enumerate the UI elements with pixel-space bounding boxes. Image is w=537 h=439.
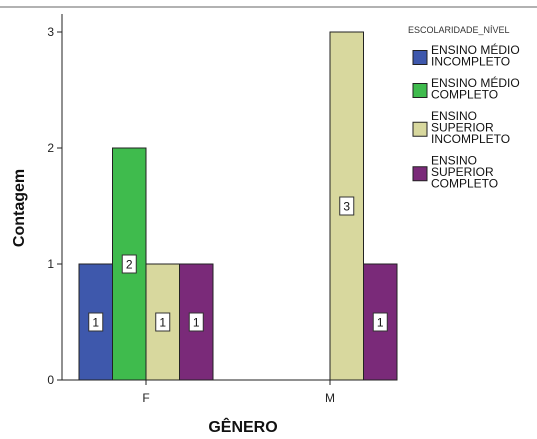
data-label-text: 3: [343, 200, 350, 214]
legend-swatch: [412, 166, 428, 182]
y-tick-label: 3: [47, 25, 54, 39]
data-label: 1: [88, 312, 104, 332]
data-label-box: [121, 254, 137, 274]
data-label: 1: [188, 312, 204, 332]
legend-item: ENSINO SUPERIOR COMPLETO: [412, 154, 498, 191]
legend-swatch: [412, 83, 428, 98]
y-tick-label: 2: [47, 141, 54, 155]
legend-swatch: [412, 121, 428, 137]
data-label: 1: [155, 312, 171, 332]
data-label-text: 1: [193, 316, 200, 330]
y-ticks: 0 1 2 3: [47, 25, 62, 387]
legend-item: ENSINO MÉDIO COMPLETO: [412, 75, 520, 102]
y-tick-label: 0: [47, 373, 54, 387]
data-label: 1: [372, 312, 388, 332]
legend-title: ESCOLARIDADE_NÍVEL: [408, 25, 510, 35]
legend-label: ENSINO SUPERIOR COMPLETO: [431, 154, 498, 191]
x-axis-title: GÊNERO: [208, 417, 277, 436]
data-label-box: [339, 196, 355, 216]
y-axis-title: Contagem: [11, 169, 28, 247]
data-label: 3: [339, 196, 355, 216]
bars: [78, 31, 398, 381]
data-labels: 1 2 1 1 3 1: [88, 196, 388, 332]
legend-item: ENSINO MÉDIO INCOMPLETO: [412, 42, 520, 69]
legend-label: ENSINO SUPERIOR INCOMPLETO: [431, 109, 510, 146]
x-tick-label: M: [325, 391, 335, 405]
data-label-box: [155, 312, 171, 332]
data-label-text: 1: [92, 316, 99, 330]
data-label-box: [188, 312, 204, 332]
legend-swatch: [412, 50, 428, 65]
data-label-text: 1: [159, 316, 166, 330]
legend-items: ENSINO MÉDIO INCOMPLETO ENSINO MÉDIO COMPLE…: [412, 42, 520, 191]
legend-item: ENSINO SUPERIOR INCOMPLETO: [412, 109, 510, 146]
data-label-box: [372, 312, 388, 332]
legend-label: ENSINO MÉDIO COMPLETO: [431, 75, 520, 102]
data-label-box: [88, 312, 104, 332]
legend-label: ENSINO MÉDIO INCOMPLETO: [431, 42, 520, 69]
y-tick-label: 1: [47, 257, 54, 271]
x-tick-label: F: [142, 391, 149, 405]
legend: ESCOLARIDADE_NÍVEL ENSINO MÉDIO INCOMPLET…: [408, 25, 520, 191]
data-label-text: 2: [126, 258, 133, 272]
data-label-text: 1: [377, 316, 384, 330]
data-label: 2: [121, 254, 137, 274]
